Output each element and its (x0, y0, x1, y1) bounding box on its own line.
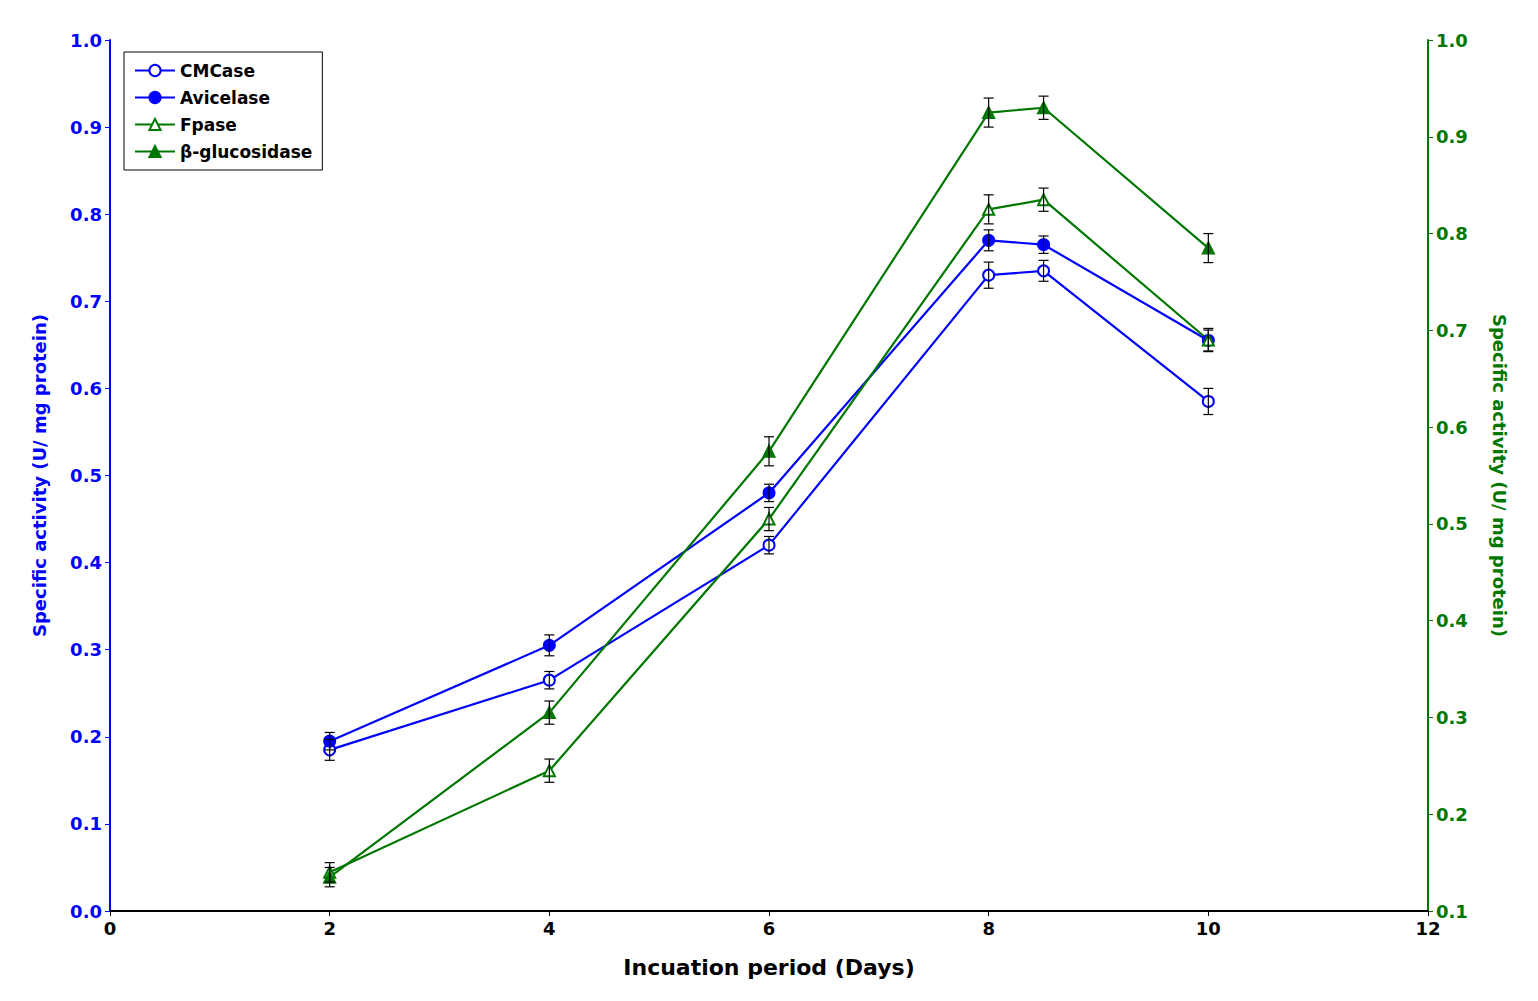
svg-text:Fpase: Fpase (180, 115, 237, 135)
svg-text:12: 12 (1415, 918, 1440, 939)
svg-text:0.2: 0.2 (1436, 804, 1468, 825)
svg-text:2: 2 (323, 918, 336, 939)
svg-text:1.0: 1.0 (1436, 30, 1468, 51)
svg-text:0.7: 0.7 (1436, 320, 1468, 341)
svg-text:0.4: 0.4 (70, 552, 102, 573)
svg-text:8: 8 (982, 918, 995, 939)
svg-text:0.1: 0.1 (1436, 901, 1468, 922)
svg-text:0.9: 0.9 (70, 117, 102, 138)
svg-text:β-glucosidase: β-glucosidase (180, 142, 312, 162)
svg-text:0.4: 0.4 (1436, 610, 1468, 631)
svg-text:0.3: 0.3 (1436, 707, 1468, 728)
svg-text:0.7: 0.7 (70, 291, 102, 312)
svg-text:CMCase: CMCase (180, 61, 255, 81)
svg-text:0.2: 0.2 (70, 726, 102, 747)
svg-text:6: 6 (763, 918, 776, 939)
svg-text:0.1: 0.1 (70, 813, 102, 834)
svg-text:Specific activity (U/ mg prote: Specific activity (U/ mg protein) (1489, 314, 1510, 637)
svg-text:0.6: 0.6 (70, 378, 102, 399)
svg-text:0.9: 0.9 (1436, 126, 1468, 147)
svg-text:Specific activity (U/ mg prote: Specific activity (U/ mg protein) (29, 314, 50, 637)
svg-text:0.0: 0.0 (70, 901, 102, 922)
svg-text:10: 10 (1196, 918, 1221, 939)
svg-text:0.3: 0.3 (70, 639, 102, 660)
svg-text:4: 4 (543, 918, 556, 939)
svg-text:0: 0 (104, 918, 117, 939)
svg-text:Incuation period (Days): Incuation period (Days) (623, 955, 914, 980)
svg-text:0.8: 0.8 (1436, 223, 1468, 244)
svg-text:0.8: 0.8 (70, 204, 102, 225)
svg-text:0.5: 0.5 (70, 465, 102, 486)
svg-text:1.0: 1.0 (70, 30, 102, 51)
svg-text:Avicelase: Avicelase (180, 88, 270, 108)
svg-text:0.6: 0.6 (1436, 417, 1468, 438)
svg-text:0.5: 0.5 (1436, 513, 1468, 534)
